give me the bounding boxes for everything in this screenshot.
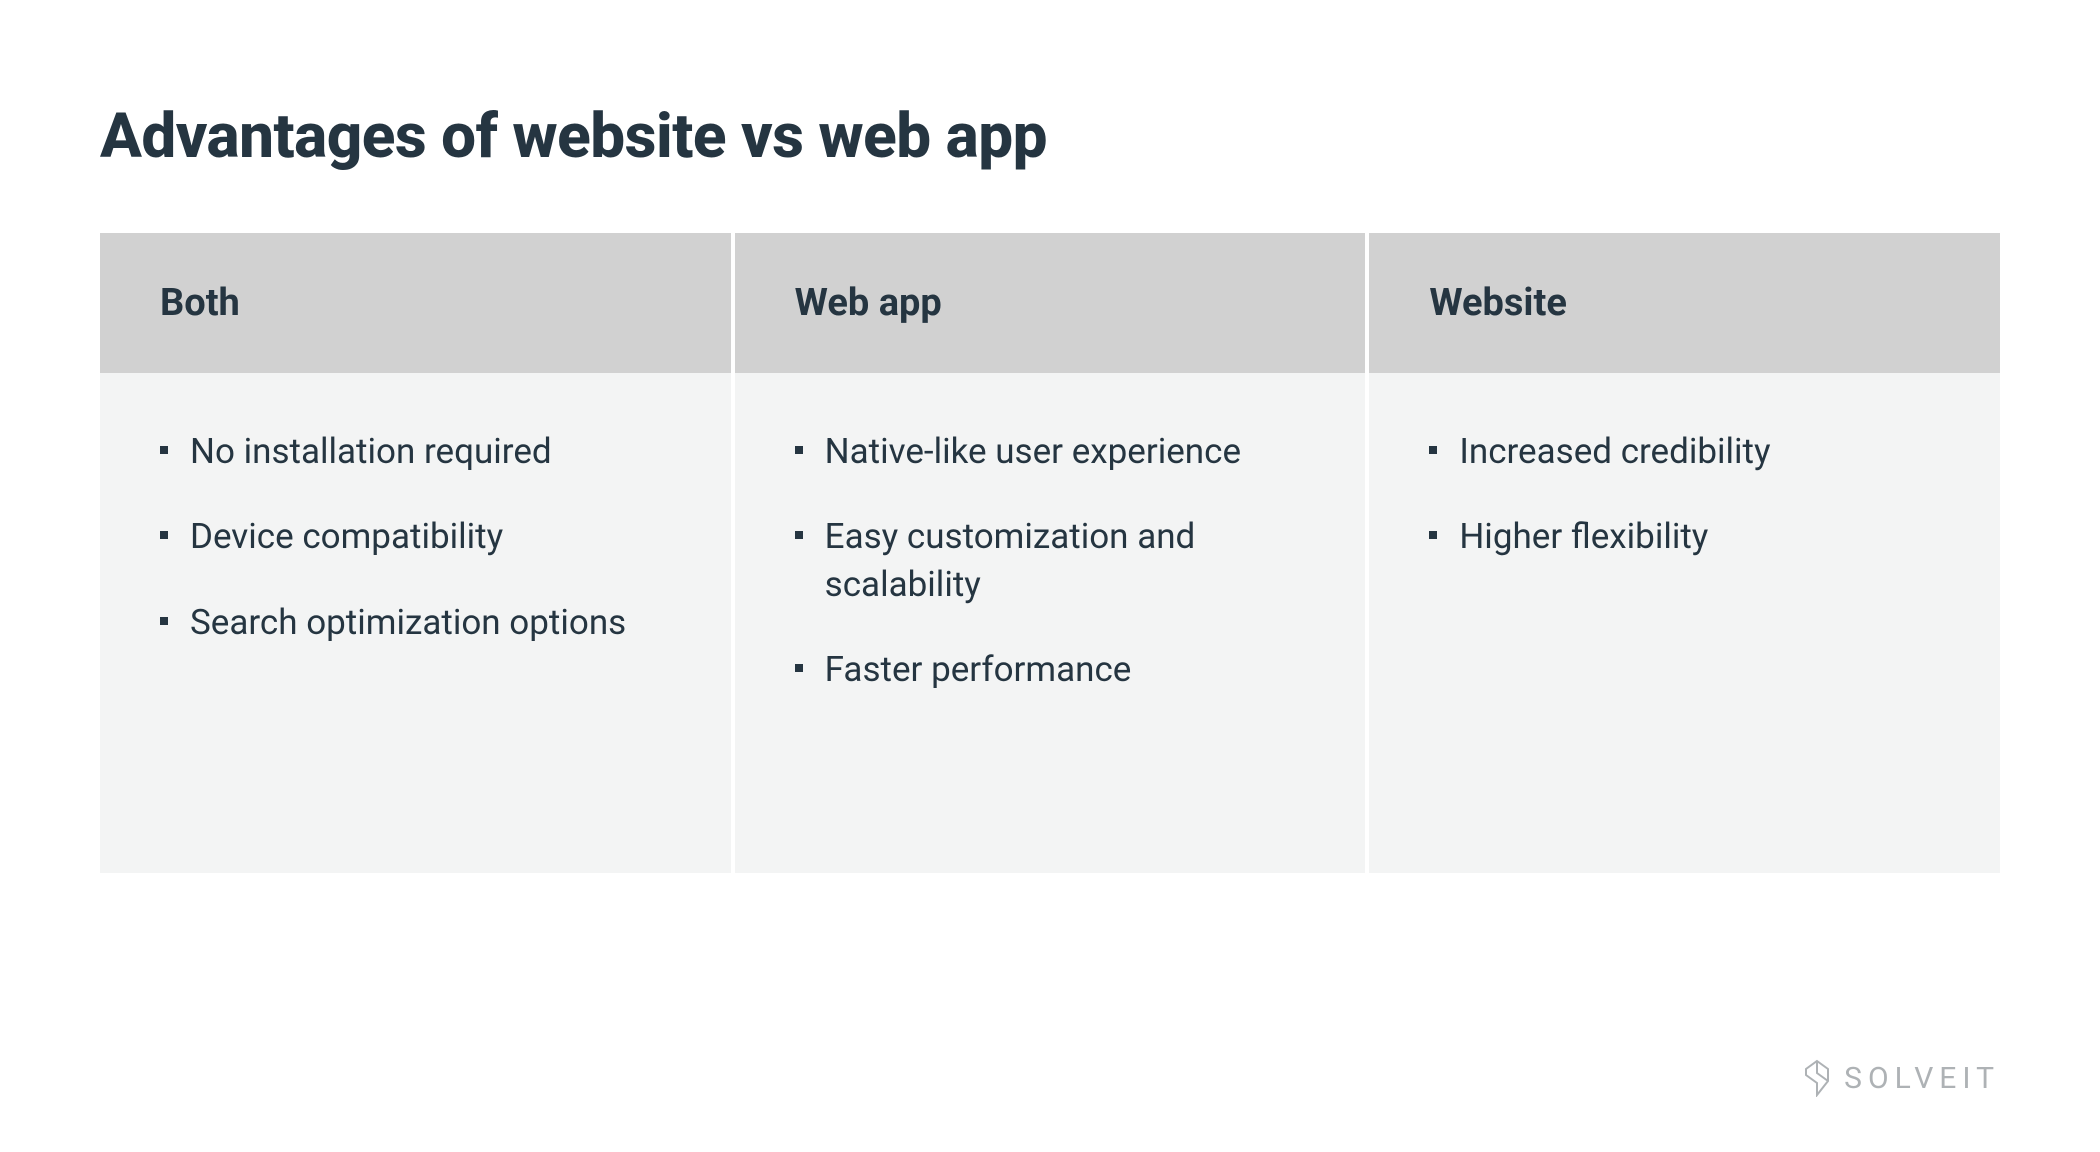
item-text: Search optimization options bbox=[190, 599, 671, 646]
column-body: Native-like user experience Easy customi… bbox=[735, 373, 1366, 873]
bullet-icon bbox=[795, 664, 803, 672]
list-item: Native-like user experience bbox=[795, 428, 1306, 475]
page-title: Advantages of website vs web app bbox=[100, 100, 2000, 173]
column-header: Both bbox=[100, 233, 731, 373]
item-text: Increased credibility bbox=[1459, 428, 1940, 475]
bullet-icon bbox=[795, 531, 803, 539]
list-item: Faster performance bbox=[795, 646, 1306, 693]
solveit-logo-icon bbox=[1802, 1059, 1832, 1097]
list-item: Search optimization options bbox=[160, 599, 671, 646]
logo-text: SOLVEIT bbox=[1844, 1061, 2000, 1096]
infographic-container: Advantages of website vs web app Both No… bbox=[0, 0, 2100, 873]
bullet-icon bbox=[795, 446, 803, 454]
column-body: Increased credibility Higher flexibility bbox=[1369, 373, 2000, 873]
item-text: Native-like user experience bbox=[825, 428, 1306, 475]
column-header: Website bbox=[1369, 233, 2000, 373]
brand-logo: SOLVEIT bbox=[1802, 1059, 2000, 1097]
list-item: Higher flexibility bbox=[1429, 513, 1940, 560]
item-text: Higher flexibility bbox=[1459, 513, 1940, 560]
bullet-icon bbox=[1429, 446, 1437, 454]
list-item: Easy customization and scalability bbox=[795, 513, 1306, 608]
list-item: Increased credibility bbox=[1429, 428, 1940, 475]
table-column-both: Both No installation required Device com… bbox=[100, 233, 731, 873]
item-text: No installation required bbox=[190, 428, 671, 475]
list-item: Device compatibility bbox=[160, 513, 671, 560]
table-column-website: Website Increased credibility Higher fle… bbox=[1369, 233, 2000, 873]
column-body: No installation required Device compatib… bbox=[100, 373, 731, 873]
item-text: Device compatibility bbox=[190, 513, 671, 560]
table-column-webapp: Web app Native-like user experience Easy… bbox=[735, 233, 1366, 873]
list-item: No installation required bbox=[160, 428, 671, 475]
bullet-icon bbox=[160, 531, 168, 539]
item-text: Easy customization and scalability bbox=[825, 513, 1306, 608]
comparison-table: Both No installation required Device com… bbox=[100, 233, 2000, 873]
bullet-icon bbox=[160, 446, 168, 454]
bullet-icon bbox=[160, 617, 168, 625]
bullet-icon bbox=[1429, 531, 1437, 539]
column-header: Web app bbox=[735, 233, 1366, 373]
item-text: Faster performance bbox=[825, 646, 1306, 693]
